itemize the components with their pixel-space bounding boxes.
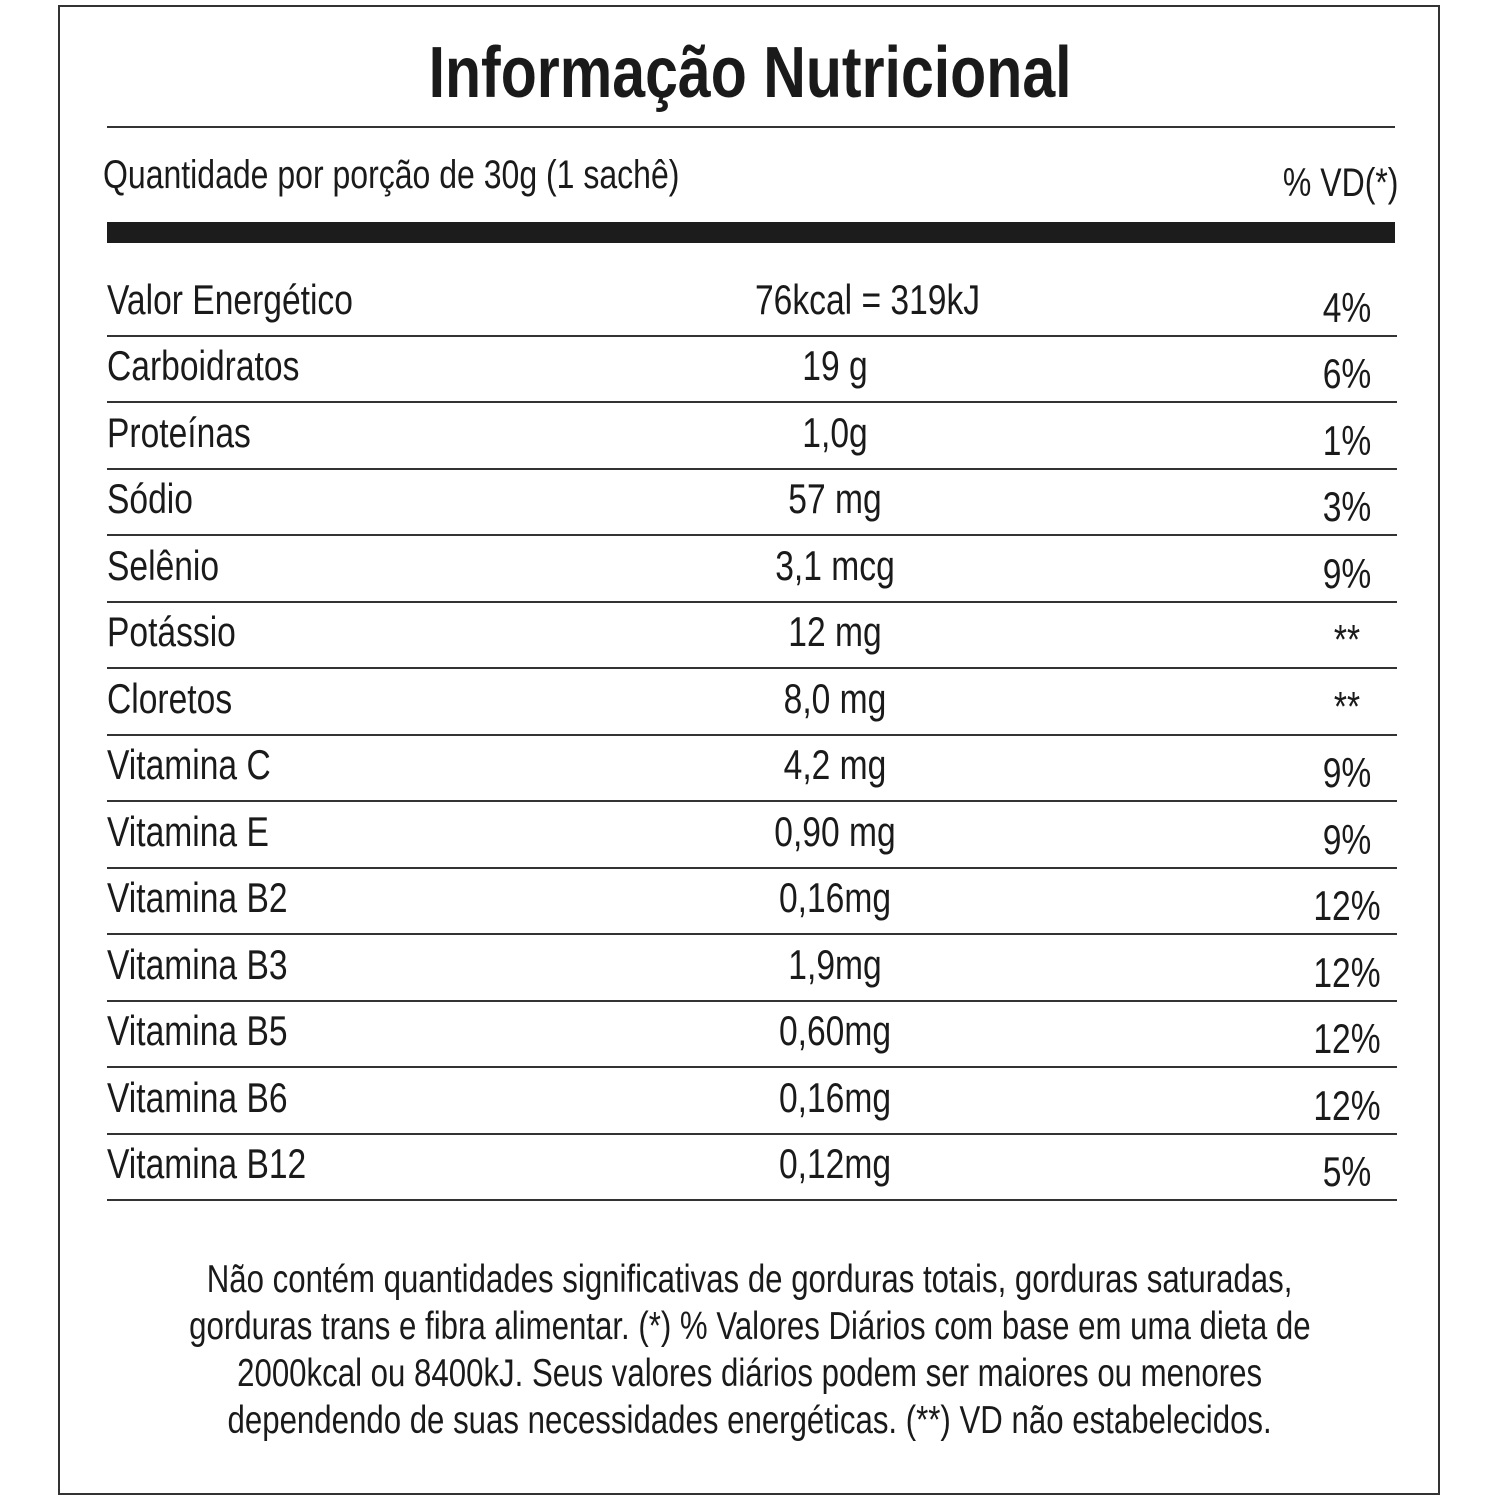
nutrient-name: Vitamina B2 — [107, 874, 288, 921]
nutrient-vd: 12% — [1313, 1081, 1381, 1129]
nutrient-amount: 19 g — [802, 342, 868, 389]
table-row: Vitamina B6 0,16mg 12% — [107, 1068, 1397, 1135]
table-row: Vitamina E 0,90 mg 9% — [107, 802, 1397, 869]
nutrient-name: Selênio — [107, 541, 220, 589]
table-row: Vitamina B3 1,9mg 12% — [107, 935, 1397, 1002]
nutrient-amount: 1,0g — [802, 408, 868, 456]
nutrient-amount: 0,12mg — [778, 1140, 892, 1187]
nutrient-vd: ** — [1333, 616, 1361, 663]
table-row: Vitamina B5 0,60mg 12% — [107, 1002, 1397, 1068]
nutrient-name: Vitamina B3 — [107, 940, 288, 988]
nutrient-vd: 5% — [1322, 1148, 1372, 1195]
thick-divider — [107, 222, 1395, 243]
nutrient-vd: 6% — [1322, 350, 1372, 397]
table-row: Vitamina B2 0,16mg 12% — [107, 869, 1397, 935]
divider — [107, 126, 1395, 128]
page-title: Informação Nutricional — [0, 28, 1500, 118]
nutrient-name: Vitamina B6 — [107, 1073, 288, 1121]
nutrient-vd: 9% — [1322, 749, 1372, 796]
table-row: Potássio 12 mg ** — [107, 603, 1397, 669]
nutrient-name: Vitamina C — [107, 741, 271, 788]
vd-header: % VD(*) — [1282, 161, 1398, 205]
title-text: Informação Nutricional — [428, 33, 1072, 113]
serving-size: Quantidade por porção de 30g (1 sachê) — [103, 153, 680, 197]
nutrient-name: Cloretos — [107, 674, 233, 722]
nutrient-name: Vitamina E — [107, 807, 269, 855]
footnote-text: dependendo de suas necessidades energéti… — [227, 1399, 1273, 1442]
nutrient-table: Valor Energético 76kcal = 319kJ 4% Carboidr… — [107, 270, 1397, 1201]
nutrient-amount: 57 mg — [788, 475, 882, 522]
footnote-text: gorduras trans e fibra alimentar. (*) % … — [189, 1305, 1311, 1348]
nutrient-name: Proteínas — [107, 408, 251, 456]
nutrient-name: Valor Energético — [107, 275, 353, 323]
footnote-text: Não contém quantidades significativas de… — [207, 1258, 1293, 1301]
table-row: Valor Energético 76kcal = 319kJ 4% — [107, 270, 1397, 337]
nutrient-vd: 1% — [1322, 416, 1372, 464]
nutrient-amount: 4,2 mg — [783, 741, 887, 788]
nutrient-amount: 8,0 mg — [783, 674, 887, 722]
nutrient-name: Sódio — [107, 475, 193, 522]
footnote-line: 2000kcal ou 8400kJ. Seus valores diários… — [0, 1350, 1500, 1397]
table-row: Cloretos 8,0 mg ** — [107, 669, 1397, 736]
nutrient-vd: 12% — [1313, 1015, 1381, 1062]
nutrient-name: Vitamina B12 — [107, 1140, 307, 1187]
nutrient-amount: 0,90 mg — [774, 807, 896, 855]
nutrient-amount: 3,1 mcg — [775, 541, 895, 589]
nutrient-amount: 76kcal = 319kJ — [755, 275, 981, 323]
table-row: Sódio 57 mg 3% — [107, 470, 1397, 536]
nutrient-vd: 4% — [1322, 283, 1372, 331]
nutrient-amount: 0,16mg — [778, 874, 892, 921]
label-frame — [58, 5, 1440, 1495]
nutrient-vd: 12% — [1313, 882, 1381, 929]
nutrient-name: Vitamina B5 — [107, 1007, 288, 1054]
nutrient-vd: 12% — [1313, 948, 1381, 996]
nutrient-vd: ** — [1333, 682, 1361, 730]
table-row: Carboidratos 19 g 6% — [107, 337, 1397, 403]
footnote-text: 2000kcal ou 8400kJ. Seus valores diários… — [237, 1352, 1263, 1395]
nutrient-amount: 0,16mg — [778, 1073, 892, 1121]
nutrient-vd: 9% — [1322, 549, 1372, 597]
nutrient-vd: 9% — [1322, 815, 1372, 863]
nutrient-amount: 0,60mg — [778, 1007, 892, 1054]
table-row: Proteínas 1,0g 1% — [107, 403, 1397, 470]
table-row: Vitamina B12 0,12mg 5% — [107, 1135, 1397, 1201]
footnote-line: gorduras trans e fibra alimentar. (*) % … — [0, 1303, 1500, 1350]
footnote-line: dependendo de suas necessidades energéti… — [0, 1397, 1500, 1444]
nutrient-name: Potássio — [107, 608, 236, 655]
footnote: Não contém quantidades significativas de… — [0, 1256, 1500, 1444]
nutrient-name: Carboidratos — [107, 342, 300, 389]
table-row: Vitamina C 4,2 mg 9% — [107, 736, 1397, 802]
table-row: Selênio 3,1 mcg 9% — [107, 536, 1397, 603]
nutrient-vd: 3% — [1322, 483, 1372, 530]
footnote-line: Não contém quantidades significativas de… — [0, 1256, 1500, 1303]
nutrient-amount: 12 mg — [788, 608, 882, 655]
nutrient-amount: 1,9mg — [788, 940, 882, 988]
